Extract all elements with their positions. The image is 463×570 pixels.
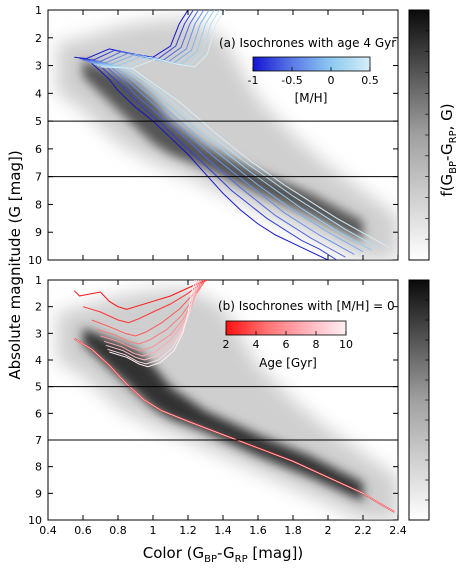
y-tick-label: 2 bbox=[35, 301, 42, 314]
y-tick-label: 5 bbox=[35, 115, 42, 128]
iso-bottom bbox=[73, 280, 395, 513]
hlines-bottom bbox=[48, 386, 398, 441]
isochrone-turnoff bbox=[73, 280, 206, 310]
colorbar-tick-label: -1 bbox=[248, 74, 259, 87]
x-tick-label: 1.2 bbox=[179, 524, 197, 537]
x-tick-label: 0.4 bbox=[39, 524, 57, 537]
density-colorbar-ticks bbox=[425, 30, 429, 501]
isochrone-line bbox=[74, 56, 329, 260]
colorbar-tick-label: -0.5 bbox=[281, 74, 302, 87]
x-tick-label: 1.6 bbox=[249, 524, 267, 537]
panel-bottom: 1 2 3 4 5 6 7 8 9 10 0.4 0.6 0.8 1 1.2 1.4 1.6 1.8 2 2.2 2.… bbox=[28, 10, 407, 537]
isochrone-branch bbox=[86, 10, 189, 60]
main-sequence-highlight bbox=[74, 338, 395, 513]
panel-top: 1 2 3 4 5 6 7 8 9 10 (a) Isochrones with age 4 Gy… bbox=[28, 4, 399, 267]
y-axis-label: Absolute magnitude (G [mag]) bbox=[6, 150, 24, 379]
x-tick-label: 0.8 bbox=[109, 524, 127, 537]
isochrone-turnoff bbox=[103, 280, 201, 357]
y-tick-label: 1 bbox=[35, 274, 42, 287]
density-colorbars bbox=[408, 9, 430, 521]
y-tick-label: 8 bbox=[35, 461, 42, 474]
y-tick-label: 7 bbox=[35, 434, 42, 447]
x-tick-label: 1.4 bbox=[214, 524, 232, 537]
y-tick-label: 9 bbox=[35, 226, 42, 239]
y-tick-label: 10 bbox=[28, 514, 42, 527]
y-tick-label: 6 bbox=[35, 143, 42, 156]
colorbar-red: 2 4 6 8 10 Age [Gyr] bbox=[223, 320, 353, 370]
x-tick-label: 0.6 bbox=[74, 524, 92, 537]
cbar-label-e: , G) bbox=[438, 103, 456, 130]
colorbar-tick-label: 2 bbox=[223, 338, 230, 351]
y-tick-label: 2 bbox=[35, 32, 42, 45]
colorbar-blue-ticks: -1 -0.5 0 0.5 bbox=[248, 67, 379, 87]
y-tick-label: 9 bbox=[35, 487, 42, 500]
x-tick-label: 1.8 bbox=[284, 524, 302, 537]
colorbar-red-label: Age [Gyr] bbox=[259, 356, 317, 370]
colorbar-tick-label: 8 bbox=[313, 338, 320, 351]
y-tick-label: 4 bbox=[35, 87, 42, 100]
y-tick-label: 5 bbox=[35, 381, 42, 394]
iso-top bbox=[74, 10, 390, 260]
density-top-inner bbox=[83, 60, 363, 241]
cbar-label-d: RP bbox=[448, 130, 459, 143]
colorbar-tick-label: 6 bbox=[283, 338, 290, 351]
y-tick-label: 8 bbox=[35, 198, 42, 211]
cbar-label-a: f(G bbox=[438, 174, 456, 197]
isochrone-turnoff bbox=[107, 280, 198, 365]
xticks-bottom: 0.4 0.6 0.8 1 1.2 1.4 1.6 1.8 2 2.2 2.4 bbox=[39, 10, 407, 537]
x-tick-label: 2.4 bbox=[389, 524, 407, 537]
colorbar-axis-label: f(GBP-GRP, G) bbox=[438, 103, 459, 196]
y-tick-label: 1 bbox=[35, 4, 42, 17]
y-tick-label: 7 bbox=[35, 171, 42, 184]
yticks-top: 1 2 3 4 5 6 7 8 9 10 bbox=[28, 4, 398, 267]
y-tick-label: 10 bbox=[28, 254, 42, 267]
colorbar-blue: -1 -0.5 0 0.5 [M/H] bbox=[248, 56, 379, 105]
y-tick-label: 3 bbox=[35, 327, 42, 340]
annotation-bottom: (b) Isochrones with [M/H] = 0 bbox=[218, 299, 395, 313]
yticks-bottom: 1 2 3 4 5 6 7 8 9 10 bbox=[28, 274, 398, 527]
x-axis-label-sub1: BP bbox=[204, 554, 217, 565]
cbar-label-c: -G bbox=[438, 143, 456, 161]
x-axis-label-sub2: RP bbox=[235, 554, 248, 565]
isochrone-line bbox=[79, 58, 338, 260]
colorbar-red-ticks: 2 4 6 8 10 bbox=[223, 331, 353, 351]
isochrone-line bbox=[89, 62, 364, 253]
y-tick-label: 3 bbox=[35, 60, 42, 73]
cbar-label-b: BP bbox=[448, 161, 459, 174]
colorbar-tick-label: 10 bbox=[339, 338, 353, 351]
density-bottom bbox=[56, 288, 398, 520]
density-bottom-inner bbox=[83, 328, 363, 502]
hlines-top bbox=[48, 120, 398, 178]
colorbar-tick-label: 4 bbox=[253, 338, 260, 351]
isochrone-turnoff bbox=[109, 280, 196, 368]
colorbar-blue-bar bbox=[252, 56, 371, 72]
colorbar-tick-label: 0.5 bbox=[361, 74, 379, 87]
y-tick-label: 4 bbox=[35, 354, 42, 367]
isochrone-line bbox=[82, 59, 346, 258]
colorbar-tick-label: 0 bbox=[328, 74, 335, 87]
isochrone-line bbox=[93, 63, 373, 251]
isochrone-branch bbox=[131, 10, 226, 69]
y-tick-label: 6 bbox=[35, 407, 42, 420]
x-tick-label: 2.2 bbox=[354, 524, 372, 537]
x-axis-label: Color (GBP-GRP [mag]) bbox=[143, 544, 304, 565]
x-axis-label-mid: -G bbox=[217, 544, 235, 562]
colorbar-blue-label: [M/H] bbox=[295, 91, 328, 105]
x-axis-label-a: Color (G bbox=[143, 544, 204, 562]
isochrone-line bbox=[100, 66, 390, 248]
x-tick-label: 1 bbox=[150, 524, 157, 537]
annotation-top: (a) Isochrones with age 4 Gyr bbox=[219, 36, 396, 50]
isochrone-line bbox=[96, 65, 381, 250]
x-tick-label: 2 bbox=[325, 524, 332, 537]
x-axis-label-tail: [mag]) bbox=[248, 544, 304, 562]
isochrone-line bbox=[86, 60, 355, 255]
